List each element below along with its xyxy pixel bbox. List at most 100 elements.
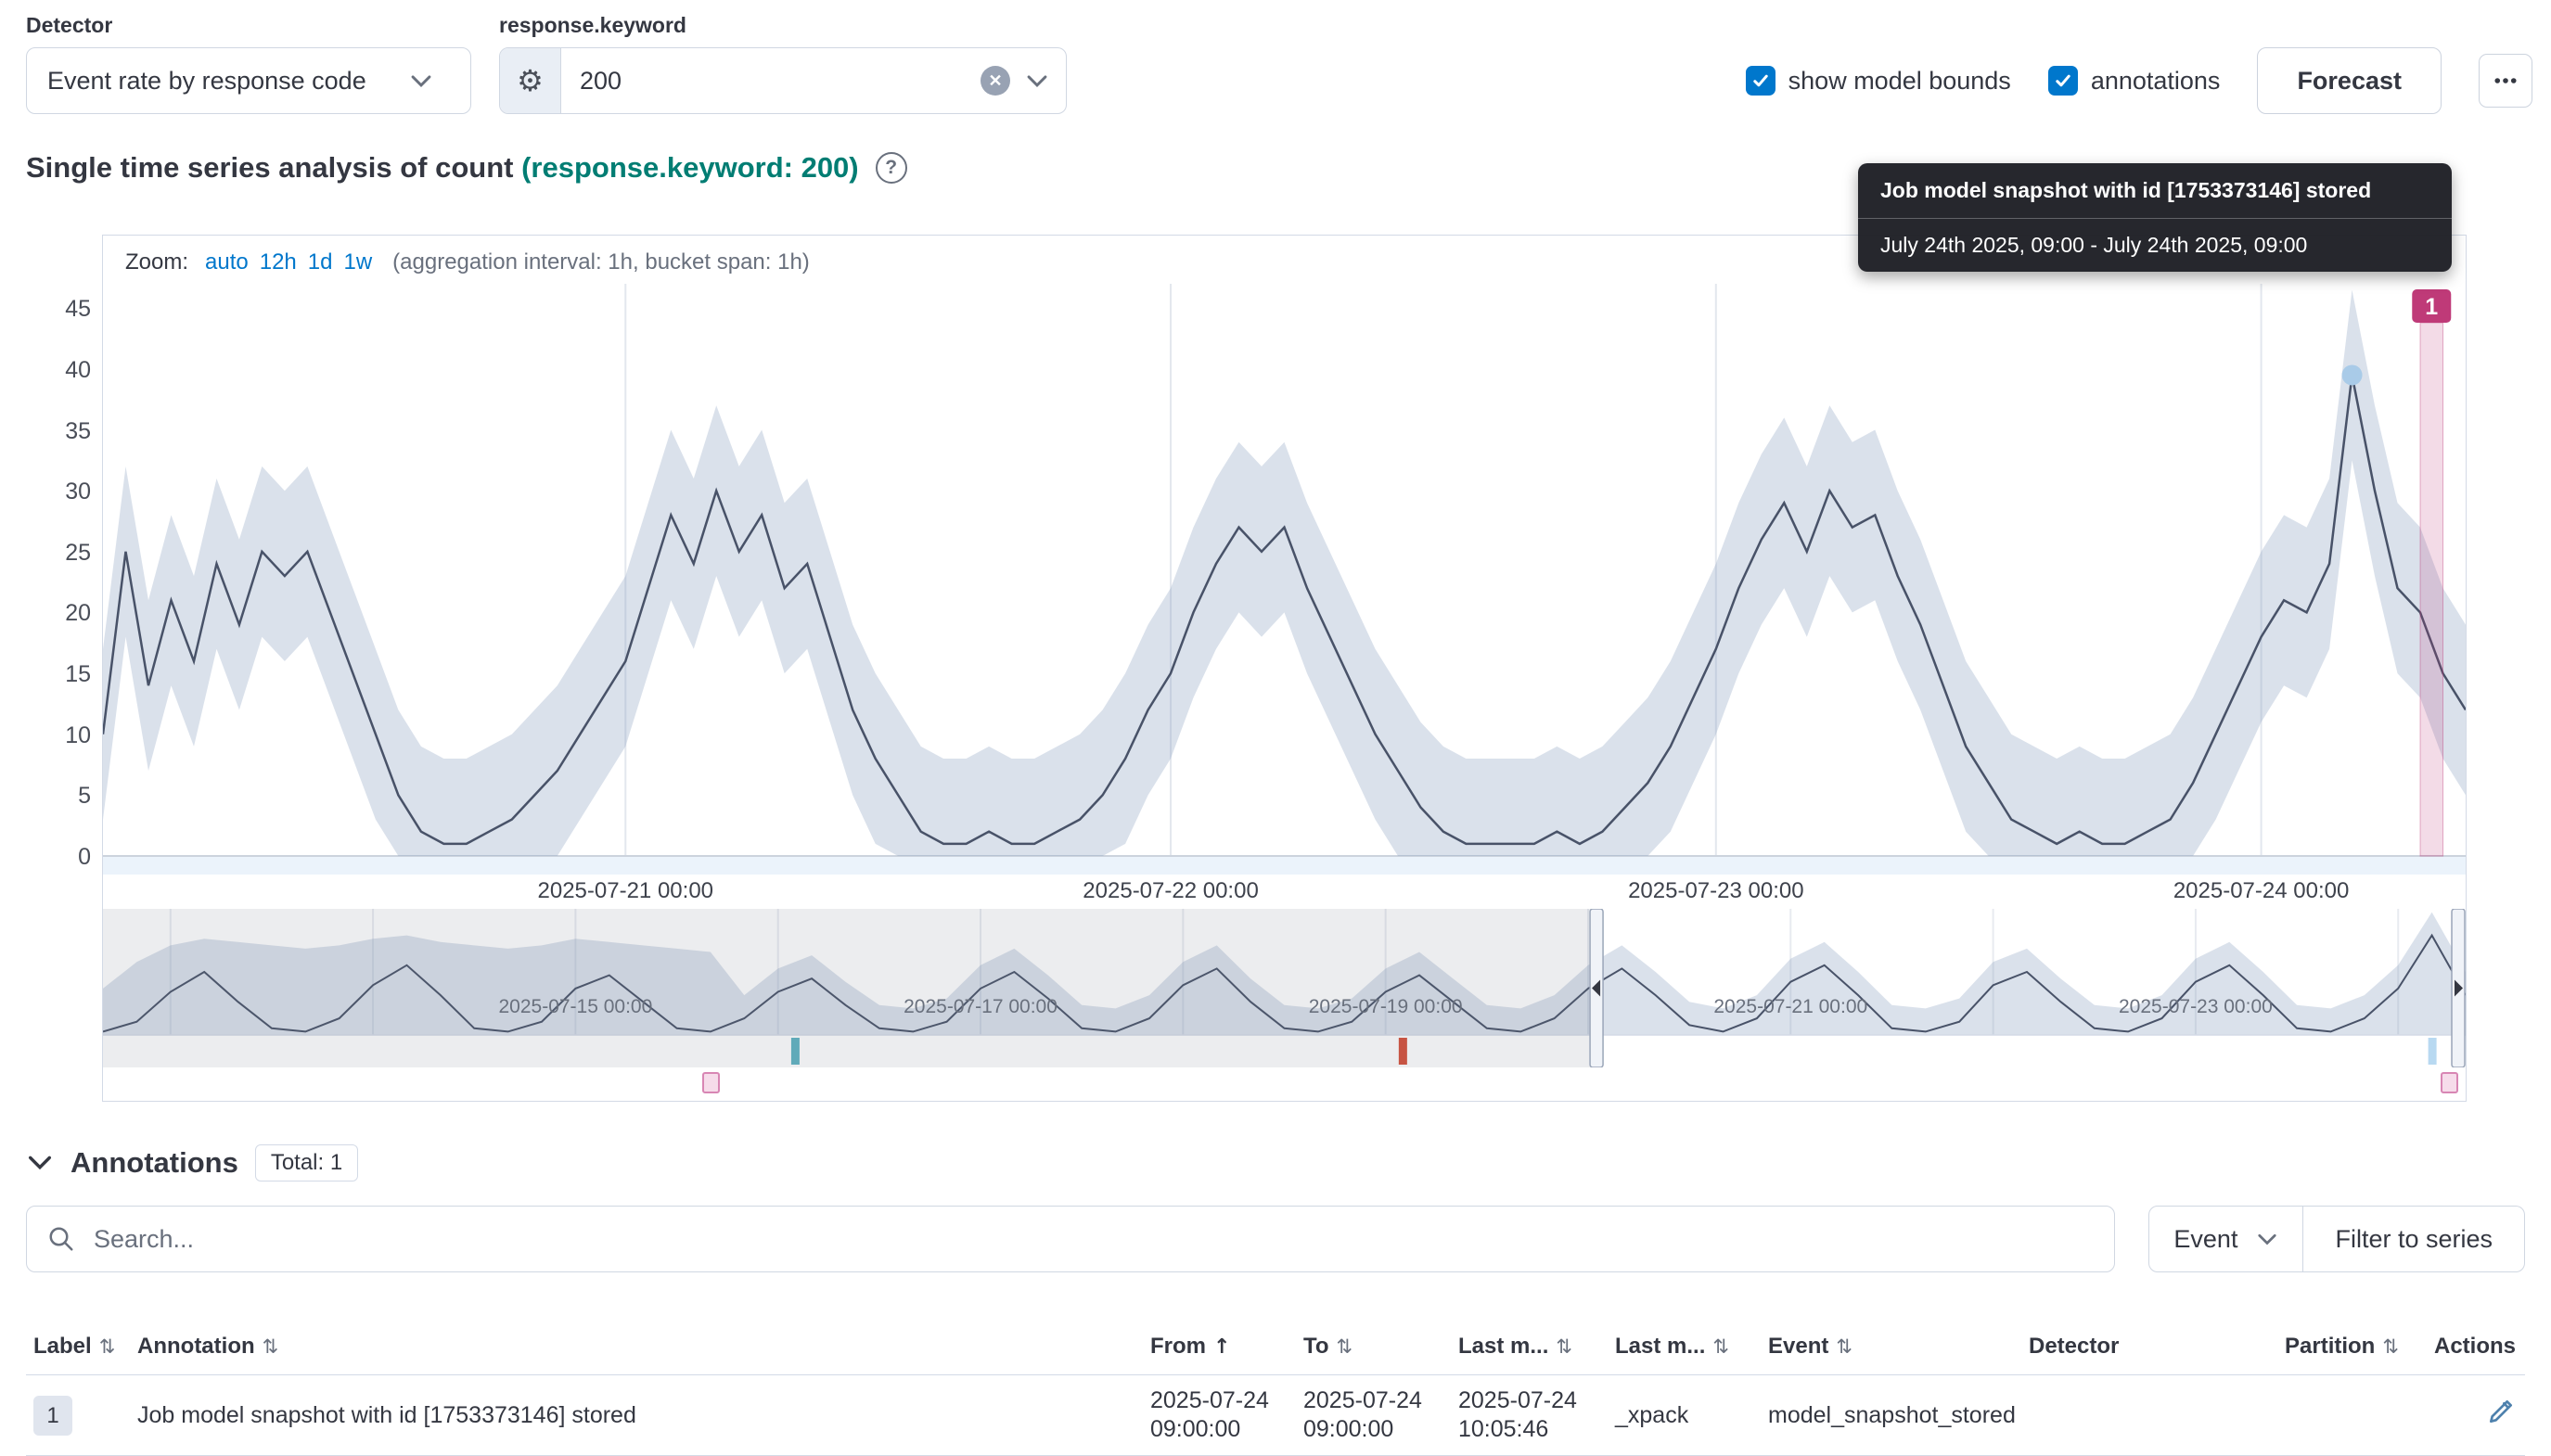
x-axis-label: 2025-07-22 00:00: [1083, 878, 1259, 903]
sort-icon: ⇅: [1336, 1335, 1353, 1358]
annotations-checkbox[interactable]: [2047, 66, 2078, 96]
annotations-toggle[interactable]: annotations: [2047, 66, 2220, 96]
show-model-bounds-toggle[interactable]: show model bounds: [1745, 66, 2011, 96]
context-x-axis-label: 2025-07-23 00:00: [2119, 996, 2273, 1017]
context-x-axis-label: 2025-07-17 00:00: [904, 996, 1058, 1017]
cell-partition: [2285, 1374, 2419, 1456]
cell-to: 2025-07-24 09:00:00: [1303, 1374, 1458, 1456]
y-axis-tick-label: 35: [65, 417, 91, 444]
top-controls-bar: Detector Event rate by response code res…: [0, 0, 2551, 114]
response-keyword-field: response.keyword ⚙ ✕: [499, 13, 1067, 114]
show-model-bounds-label: show model bounds: [1788, 66, 2011, 95]
chart-container: Zoom: auto 12h 1d 1w (aggregation interv…: [102, 235, 2467, 1102]
column-header-last-m-[interactable]: Last m... ⇅: [1458, 1324, 1615, 1375]
page-title: Single time series analysis of count (re…: [26, 151, 859, 185]
sort-icon: ⇅: [1712, 1335, 1729, 1358]
zoom-controls: Zoom: auto 12h 1d 1w (aggregation interv…: [103, 236, 2466, 284]
x-axis-label: 2025-07-24 00:00: [2173, 878, 2350, 903]
x-axis-label: 2025-07-23 00:00: [1628, 878, 1804, 903]
context-chart-brush[interactable]: 2025-07-15 00:00 2025-07-17 00:00 2025-07-…: [103, 909, 2466, 1067]
anomaly-mark[interactable]: [790, 1038, 800, 1065]
filter-to-series-button[interactable]: Filter to series: [2303, 1206, 2525, 1272]
y-axis-tick-label: 10: [65, 722, 91, 748]
y-axis-tick-label: 40: [65, 356, 91, 383]
column-header-annotation[interactable]: Annotation ⇅: [137, 1324, 1150, 1375]
y-axis-tick-label: 45: [65, 296, 91, 323]
context-annotation-markers: [103, 1067, 2466, 1101]
annotations-table-header: Label ⇅ Annotation ⇅ From ↑ To ⇅ Last m... ⇅ Last …: [26, 1324, 2525, 1375]
search-input[interactable]: [92, 1223, 2095, 1255]
event-filter-select[interactable]: Event: [2148, 1206, 2304, 1272]
help-icon[interactable]: ?: [875, 152, 907, 184]
title-row: Single time series analysis of count (re…: [26, 151, 2551, 185]
column-header-last-m-[interactable]: Last m... ⇅: [1615, 1324, 1768, 1375]
anomaly-mark[interactable]: [2428, 1038, 2437, 1065]
zoom-link-1w[interactable]: 1w: [343, 249, 373, 275]
brush-mask: [103, 909, 1597, 1067]
sort-icon: ⇅: [262, 1335, 279, 1358]
chevron-down-icon[interactable]: [1025, 69, 1049, 93]
zoom-link-auto[interactable]: auto: [205, 249, 249, 275]
sort-icon: ⇅: [98, 1335, 116, 1358]
model-snapshot-marker[interactable]: [2341, 364, 2363, 386]
y-axis-tick-label: 15: [65, 661, 91, 688]
clear-icon[interactable]: ✕: [981, 66, 1010, 96]
detector-select-value: Event rate by response code: [47, 66, 366, 95]
model-bounds-band: [103, 289, 2466, 857]
show-model-bounds-checkbox[interactable]: [1745, 66, 1775, 96]
annotation-marker[interactable]: [701, 1072, 720, 1093]
annotation-band[interactable]: [2419, 322, 2444, 857]
chevron-down-icon[interactable]: [26, 1149, 54, 1177]
annotations-filter-group: Event Filter to series: [2148, 1206, 2525, 1272]
brush-handle-left-arrow: [1592, 979, 1601, 997]
context-value-line: [103, 933, 2466, 1033]
check-icon: [2056, 74, 2070, 87]
zoom-label: Zoom:: [125, 249, 189, 275]
row-label-badge: 1: [33, 1395, 72, 1436]
column-header-label[interactable]: Label ⇅: [26, 1324, 137, 1375]
actual-value-line: [103, 375, 2466, 846]
more-options-button[interactable]: [2479, 54, 2532, 108]
y-axis-tick-label: 0: [78, 844, 91, 870]
annotations-controls: Event Filter to series: [26, 1183, 2525, 1272]
search-icon: [49, 1227, 73, 1251]
chart-area: 0 5 10 15 20 25 30 35 40 45 Job model snapshot wi…: [65, 163, 2467, 1102]
y-axis-tick-label: 25: [65, 539, 91, 566]
response-keyword-input[interactable]: [561, 66, 981, 96]
y-axis-tick-label: 5: [78, 783, 91, 810]
y-axis-tick-label: 30: [65, 479, 91, 505]
gear-icon[interactable]: ⚙: [500, 48, 561, 113]
response-keyword-input-group: ⚙ ✕: [499, 47, 1067, 114]
column-header-to[interactable]: To ⇅: [1303, 1324, 1458, 1375]
context-x-axis-label: 2025-07-15 00:00: [498, 996, 652, 1017]
context-x-axis-label: 2025-07-19 00:00: [1309, 996, 1463, 1017]
zoom-link-1d[interactable]: 1d: [307, 249, 333, 275]
column-header-actions: Actions: [2419, 1324, 2525, 1375]
cell-annotation: Job model snapshot with id [1753373146] …: [137, 1374, 1150, 1456]
edit-pencil-icon[interactable]: [2486, 1397, 2516, 1426]
cell-event: model_snapshot_stored: [1768, 1374, 2029, 1456]
annotation-marker[interactable]: [2440, 1072, 2458, 1093]
sort-icon: ⇅: [1836, 1335, 1852, 1358]
anomaly-mark[interactable]: [1398, 1038, 1407, 1065]
forecast-button[interactable]: Forecast: [2257, 47, 2442, 114]
cell-from: 2025-07-24 09:00:00: [1150, 1374, 1303, 1456]
column-header-event[interactable]: Event ⇅: [1768, 1324, 2029, 1375]
zoom-link-12h[interactable]: 12h: [259, 249, 297, 275]
detector-label: Detector: [26, 13, 113, 37]
aggregation-interval-text: (aggregation interval: 1h, bucket span: …: [392, 249, 810, 275]
annotations-header: Annotations Total: 1: [26, 1144, 2551, 1181]
page-title-text: Single time series analysis of count: [26, 151, 514, 184]
sort-asc-icon: ↑: [1213, 1335, 1231, 1359]
annotations-total-badge: Total: 1: [254, 1144, 359, 1181]
column-header-from[interactable]: From ↑: [1150, 1324, 1303, 1375]
cell-last-modified: 2025-07-24 10:05:46: [1458, 1374, 1615, 1456]
annotation-badge[interactable]: [2412, 289, 2452, 323]
main-chart[interactable]: 1 2025-07-21 00:00 2025-07-22 00:00 2025-07…: [103, 284, 2466, 909]
cell-actions: [2419, 1374, 2525, 1456]
detector-select[interactable]: Event rate by response code: [26, 47, 471, 114]
column-header-partition[interactable]: Partition ⇅: [2285, 1324, 2419, 1375]
context-bounds-band: [103, 912, 2466, 1035]
cell-label: 1: [26, 1374, 137, 1456]
